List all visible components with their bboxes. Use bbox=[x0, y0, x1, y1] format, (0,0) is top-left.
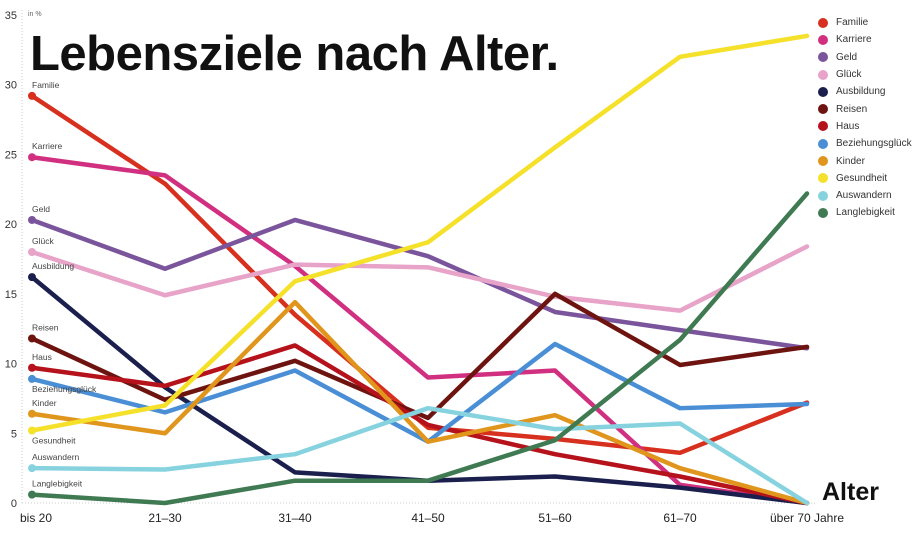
data-point bbox=[28, 273, 36, 282]
legend-dot-icon bbox=[818, 69, 828, 80]
legend-label: Gesundheit bbox=[836, 172, 888, 184]
chart-title: Lebensziele nach Alter. bbox=[30, 27, 559, 81]
data-point bbox=[28, 464, 36, 473]
data-point bbox=[28, 248, 36, 257]
legend-dot-icon bbox=[818, 138, 828, 149]
data-point bbox=[28, 374, 36, 383]
series-label: Geld bbox=[32, 204, 50, 214]
legend-item: Karriere bbox=[818, 31, 912, 48]
data-point bbox=[28, 490, 36, 499]
legend-item: Reisen bbox=[818, 100, 912, 117]
y-tick-label: 0 bbox=[11, 498, 17, 510]
data-point bbox=[28, 409, 36, 418]
data-point bbox=[28, 153, 36, 162]
legend-label: Geld bbox=[836, 51, 858, 63]
data-point bbox=[28, 215, 36, 224]
legend-label: Beziehungsglück bbox=[836, 138, 912, 150]
series-label: Auswandern bbox=[32, 452, 80, 462]
legend-item: Geld bbox=[818, 49, 912, 66]
x-tick-label: 41–50 bbox=[411, 511, 445, 525]
legend-item: Gesundheit bbox=[818, 170, 912, 187]
series-label: Reisen bbox=[32, 322, 59, 332]
y-tick-label: 35 bbox=[5, 10, 17, 22]
legend-dot-icon bbox=[818, 17, 828, 28]
series-label: Gesundheit bbox=[32, 435, 76, 445]
series-line-kinder bbox=[29, 299, 810, 506]
legend-label: Reisen bbox=[836, 103, 868, 115]
series-label: Familie bbox=[32, 80, 60, 90]
y-tick-label: 10 bbox=[5, 359, 17, 371]
series-line-gesundheit bbox=[29, 33, 810, 433]
x-tick-label: 31–40 bbox=[278, 511, 312, 525]
legend-item: Kinder bbox=[818, 152, 912, 169]
y-tick-label: 15 bbox=[5, 289, 17, 301]
legend-item: Haus bbox=[818, 118, 912, 135]
series-line-familie bbox=[29, 93, 810, 456]
legend-dot-icon bbox=[818, 173, 828, 184]
legend-dot-icon bbox=[818, 190, 828, 201]
legend-item: Ausbildung bbox=[818, 83, 912, 100]
series-line-langlebigkeit bbox=[29, 191, 810, 506]
legend-label: Karriere bbox=[836, 34, 872, 46]
series-label: Karriere bbox=[32, 141, 63, 151]
series-label: Glück bbox=[32, 236, 54, 246]
legend-dot-icon bbox=[818, 104, 828, 115]
series-label: Kinder bbox=[32, 398, 57, 408]
legend-label: Familie bbox=[836, 17, 869, 29]
y-tick-label: 5 bbox=[11, 428, 17, 440]
x-tick-label: über 70 Jahre bbox=[770, 511, 844, 525]
legend-label: Glück bbox=[836, 69, 862, 81]
series-label: Beziehungsglück bbox=[32, 384, 97, 394]
legend-label: Langlebigkeit bbox=[836, 207, 895, 219]
data-point bbox=[28, 334, 36, 343]
x-tick-label: 21–30 bbox=[148, 511, 182, 525]
x-tick-label: 61–70 bbox=[663, 511, 697, 525]
series-line-karriere bbox=[29, 154, 810, 506]
data-point bbox=[28, 91, 36, 100]
y-tick-label: 30 bbox=[5, 80, 17, 92]
legend-label: Ausbildung bbox=[836, 86, 886, 98]
legend: Familie Karriere Geld Glück Ausbildung Reisen… bbox=[818, 14, 912, 222]
legend-dot-icon bbox=[818, 86, 828, 97]
legend-item: Beziehungsglück bbox=[818, 135, 912, 152]
legend-item: Glück bbox=[818, 66, 912, 83]
legend-label: Haus bbox=[836, 120, 860, 132]
data-point bbox=[28, 363, 36, 372]
x-tick-label: bis 20 bbox=[20, 511, 52, 525]
legend-dot-icon bbox=[818, 156, 828, 167]
y-axis-unit: in % bbox=[28, 11, 42, 18]
legend-item: Familie bbox=[818, 14, 912, 31]
series-line-geld bbox=[29, 217, 810, 351]
legend-label: Kinder bbox=[836, 155, 865, 167]
series-label: Ausbildung bbox=[32, 261, 74, 271]
legend-dot-icon bbox=[818, 34, 828, 45]
series-line-auswandern bbox=[29, 405, 810, 506]
y-tick-label: 25 bbox=[5, 149, 17, 161]
legend-dot-icon bbox=[818, 121, 828, 132]
legend-dot-icon bbox=[818, 52, 828, 63]
series-line-reisen bbox=[29, 291, 810, 421]
y-tick-label: 20 bbox=[5, 219, 17, 231]
data-point bbox=[28, 426, 36, 435]
legend-item: Auswandern bbox=[818, 187, 912, 204]
series-label: Haus bbox=[32, 352, 52, 362]
x-axis-label: Alter bbox=[822, 478, 879, 506]
x-tick-label: 51–60 bbox=[538, 511, 572, 525]
legend-dot-icon bbox=[818, 207, 828, 218]
legend-label: Auswandern bbox=[836, 190, 892, 202]
series-line-glück bbox=[29, 244, 810, 313]
series-label: Langlebigkeit bbox=[32, 479, 83, 489]
series-line-haus bbox=[29, 343, 810, 506]
legend-item: Langlebigkeit bbox=[818, 204, 912, 221]
